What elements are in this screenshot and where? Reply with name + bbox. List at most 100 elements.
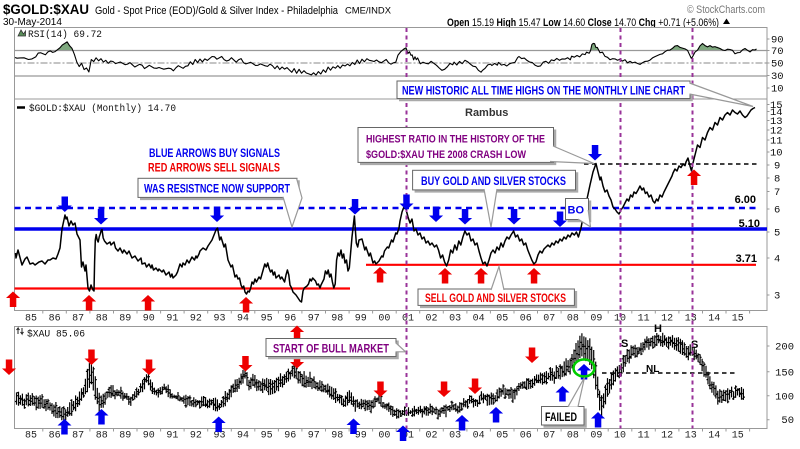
svg-text:14: 14 <box>770 107 783 119</box>
svg-text:CME/INDX: CME/INDX <box>345 6 392 17</box>
svg-text:99: 99 <box>355 314 367 325</box>
svg-text:11: 11 <box>770 136 783 148</box>
svg-text:04: 04 <box>473 314 485 325</box>
svg-text:98: 98 <box>331 314 343 325</box>
svg-text:07: 07 <box>543 314 555 325</box>
svg-text:93: 93 <box>213 431 225 442</box>
svg-text:05: 05 <box>496 314 508 325</box>
svg-text:05: 05 <box>496 431 508 442</box>
svg-text:95: 95 <box>261 431 273 442</box>
svg-text:08: 08 <box>567 431 579 442</box>
svg-text:15: 15 <box>732 314 744 325</box>
svg-text:11: 11 <box>638 314 650 325</box>
svg-text:S: S <box>621 338 628 350</box>
svg-text:13: 13 <box>685 314 697 325</box>
svg-text:01: 01 <box>402 431 414 442</box>
svg-text:200: 200 <box>775 342 794 354</box>
svg-text:10: 10 <box>614 314 626 325</box>
svg-text:BO: BO <box>568 205 585 217</box>
svg-text:12: 12 <box>661 314 673 325</box>
svg-text:30: 30 <box>771 71 784 83</box>
svg-text:09: 09 <box>590 431 602 442</box>
svg-text:9: 9 <box>774 161 780 173</box>
svg-text:5: 5 <box>774 228 780 240</box>
svg-text:5.10: 5.10 <box>739 218 760 230</box>
svg-text:08: 08 <box>567 314 579 325</box>
svg-text:$GOLD:$XAU THE 2008 CRASH LOW: $GOLD:$XAU THE 2008 CRASH LOW <box>366 149 526 161</box>
svg-text:88: 88 <box>96 431 108 442</box>
svg-text:10: 10 <box>614 431 626 442</box>
svg-text:87: 87 <box>72 314 84 325</box>
svg-text:03: 03 <box>449 431 461 442</box>
svg-text:85: 85 <box>25 431 37 442</box>
svg-text:02: 02 <box>425 314 437 325</box>
svg-text:93: 93 <box>213 314 225 325</box>
svg-text:98: 98 <box>331 431 343 442</box>
svg-text:07: 07 <box>543 431 555 442</box>
svg-text:13: 13 <box>685 431 697 442</box>
svg-text:99: 99 <box>355 431 367 442</box>
svg-text:3.71: 3.71 <box>736 253 757 265</box>
svg-text:86: 86 <box>49 314 61 325</box>
svg-text:11: 11 <box>638 431 650 442</box>
svg-text:95: 95 <box>261 314 273 325</box>
svg-text:Gold - Spot Price (EOD)/Gold &: Gold - Spot Price (EOD)/Gold & Silver In… <box>95 5 339 17</box>
svg-text:91: 91 <box>166 314 178 325</box>
svg-text:89: 89 <box>119 314 131 325</box>
svg-text:00: 00 <box>378 314 390 325</box>
svg-text:90: 90 <box>143 314 155 325</box>
svg-text:87: 87 <box>72 431 84 442</box>
svg-text:4: 4 <box>774 254 780 266</box>
svg-text:02: 02 <box>425 431 437 442</box>
svg-text:14: 14 <box>708 431 720 442</box>
svg-text:09: 09 <box>590 314 602 325</box>
svg-text:10: 10 <box>770 148 783 160</box>
svg-text:15: 15 <box>732 431 744 442</box>
svg-text:01: 01 <box>402 314 414 325</box>
svg-text:92: 92 <box>190 314 202 325</box>
svg-text:70: 70 <box>771 46 784 58</box>
svg-text:H: H <box>654 323 662 335</box>
svg-text:BLUE ARROWS BUY SIGNALS: BLUE ARROWS BUY SIGNALS <box>149 148 280 160</box>
svg-text:$XAU 85.06: $XAU 85.06 <box>27 329 85 341</box>
svg-text:Rambus: Rambus <box>465 107 508 119</box>
svg-text:150: 150 <box>775 367 794 379</box>
svg-text:RSI(14) 69.72: RSI(14) 69.72 <box>28 29 102 41</box>
svg-text:100: 100 <box>775 391 794 403</box>
svg-text:94: 94 <box>237 431 249 442</box>
svg-text:91: 91 <box>166 431 178 442</box>
svg-text:85: 85 <box>25 314 37 325</box>
svg-text:HIGHEST RATIO IN THE HISTORY O: HIGHEST RATIO IN THE HISTORY OF THE <box>366 134 545 146</box>
svg-text:NL: NL <box>646 364 659 375</box>
svg-text:92: 92 <box>190 431 202 442</box>
svg-text:$GOLD:$XAU: $GOLD:$XAU <box>3 2 89 17</box>
svg-text:15: 15 <box>770 100 783 112</box>
svg-text:$GOLD:$XAU (Monthly) 14.70: $GOLD:$XAU (Monthly) 14.70 <box>29 103 176 115</box>
svg-text:86: 86 <box>49 431 61 442</box>
svg-text:SELL GOLD AND SILVER STOCKS: SELL GOLD AND SILVER STOCKS <box>425 291 566 305</box>
svg-text:10: 10 <box>771 84 784 96</box>
svg-text:90: 90 <box>771 35 784 47</box>
svg-text:8: 8 <box>774 174 780 186</box>
svg-text:© StockCharts.com: © StockCharts.com <box>687 4 765 16</box>
svg-text:START OF BULL MARKET: START OF BULL MARKET <box>273 341 390 355</box>
svg-text:12: 12 <box>770 126 783 138</box>
svg-text:96: 96 <box>284 314 296 325</box>
svg-text:06: 06 <box>520 431 532 442</box>
svg-text:03: 03 <box>449 314 461 325</box>
svg-text:RED ARROWS SELL SIGNALS: RED ARROWS SELL SIGNALS <box>148 163 280 175</box>
svg-text:06: 06 <box>520 314 532 325</box>
svg-text:88: 88 <box>96 314 108 325</box>
svg-text:S: S <box>691 339 698 351</box>
svg-text:97: 97 <box>308 431 320 442</box>
svg-text:14: 14 <box>708 314 720 325</box>
svg-text:89: 89 <box>119 431 131 442</box>
svg-text:BUY GOLD AND SILVER STOCKS: BUY GOLD AND SILVER STOCKS <box>421 174 566 188</box>
svg-text:6: 6 <box>774 205 780 217</box>
svg-text:04: 04 <box>473 431 485 442</box>
svg-text:Open 15.19 High 15.47 Low 14.6: Open 15.19 High 15.47 Low 14.60 Close 14… <box>447 17 719 29</box>
svg-text:00: 00 <box>378 431 390 442</box>
svg-text:7: 7 <box>774 187 780 199</box>
svg-text:96: 96 <box>284 431 296 442</box>
svg-text:6.00: 6.00 <box>735 194 756 206</box>
